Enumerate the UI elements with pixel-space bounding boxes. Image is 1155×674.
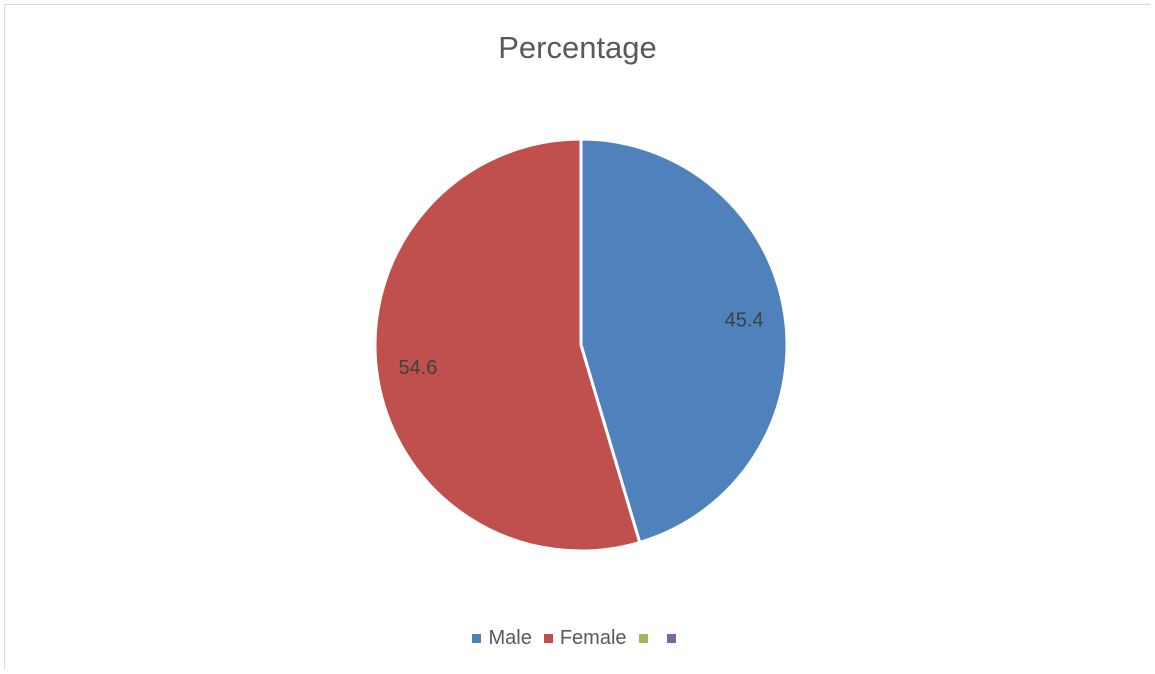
legend-label-male: Male	[488, 627, 532, 649]
legend-item-male: Male	[472, 627, 532, 650]
legend-item-4	[666, 634, 683, 643]
chart-frame	[4, 4, 1150, 670]
legend: Male Female	[0, 627, 1155, 650]
chart-title: Percentage	[498, 30, 657, 65]
pie-slice-male	[579, 137, 789, 544]
legend-item-3	[638, 634, 655, 643]
legend-swatch-female	[543, 634, 553, 643]
legend-swatch-4	[666, 634, 676, 643]
legend-label-female: Female	[559, 627, 627, 649]
data-label-female: 54.6	[398, 357, 437, 379]
data-label-male: 45.4	[725, 310, 764, 332]
legend-swatch-3	[638, 634, 648, 643]
pie-slice-female	[373, 137, 642, 553]
legend-item-female: Female	[543, 627, 627, 650]
legend-swatch-male	[472, 634, 482, 643]
